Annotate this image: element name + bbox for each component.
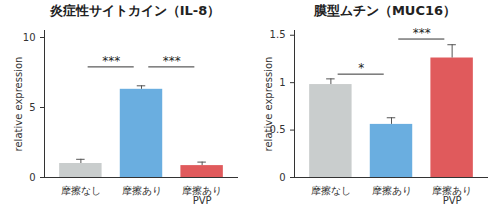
- svg-text:摩擦なし: 摩擦なし: [311, 185, 351, 196]
- svg-text:10: 10: [23, 32, 36, 43]
- svg-text:0.5: 0.5: [269, 124, 286, 136]
- svg-text:5: 5: [29, 102, 35, 113]
- svg-text:摩擦ありPVP: 摩擦ありPVP: [182, 185, 222, 206]
- svg-text:1.5: 1.5: [270, 29, 286, 40]
- svg-text:*: *: [358, 61, 364, 75]
- svg-text:relative expression: relative expression: [263, 57, 274, 152]
- svg-text:摩擦あり: 摩擦あり: [122, 185, 162, 196]
- html-text:炎症性サイトカイン（IL-8）: 炎症性サイトカイン（IL-8）: [49, 3, 221, 18]
- svg-text:***: ***: [413, 26, 431, 40]
- svg-text:***: ***: [163, 54, 181, 68]
- svg-text:摩擦あり: 摩擦あり: [372, 185, 412, 196]
- svg-text:摩擦なし: 摩擦なし: [61, 185, 101, 196]
- svg-text:0: 0: [29, 172, 35, 183]
- svg-text:0: 0: [279, 172, 285, 183]
- svg-text:1: 1: [279, 77, 285, 88]
- html-text:膜型ムチン（MUC16）: 膜型ムチン（MUC16）: [313, 3, 457, 18]
- svg-text:***: ***: [102, 54, 120, 68]
- svg-text:摩擦ありPVP: 摩擦ありPVP: [432, 185, 472, 206]
- svg-text:relative expression: relative expression: [13, 57, 24, 152]
